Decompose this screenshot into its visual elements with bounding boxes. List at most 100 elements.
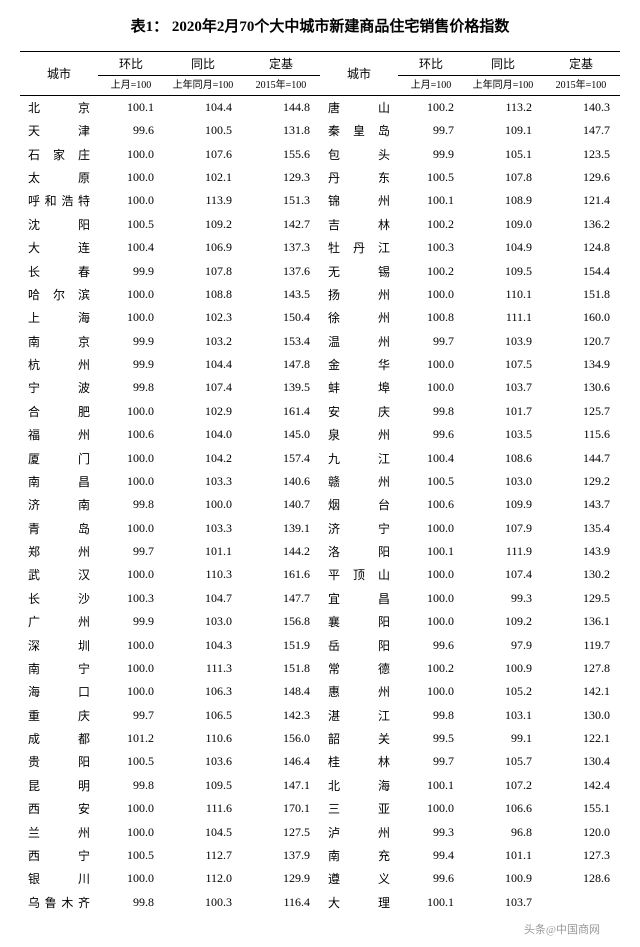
city-right: 北海	[320, 774, 398, 797]
city-right: 唐山	[320, 95, 398, 119]
dj-left: 170.1	[242, 797, 320, 820]
tb-left: 103.3	[164, 517, 242, 540]
city-left: 银川	[20, 867, 98, 890]
tb-right: 107.5	[464, 353, 542, 376]
hb-right: 99.9	[398, 143, 464, 166]
hb-right: 100.0	[398, 587, 464, 610]
dj-right: 142.1	[542, 680, 620, 703]
tb-right: 101.7	[464, 400, 542, 423]
tb-left: 106.5	[164, 704, 242, 727]
tb-right: 107.2	[464, 774, 542, 797]
city-right: 牡丹江	[320, 236, 398, 259]
city-left: 北京	[20, 95, 98, 119]
dj-left: 139.5	[242, 376, 320, 399]
dj-left: 142.3	[242, 704, 320, 727]
city-right: 常德	[320, 657, 398, 680]
city-right: 韶关	[320, 727, 398, 750]
header-hb-1: 环比	[98, 52, 164, 76]
hb-right: 100.0	[398, 610, 464, 633]
dj-left: 151.8	[242, 657, 320, 680]
tb-left: 104.5	[164, 820, 242, 843]
city-left: 成都	[20, 727, 98, 750]
tb-left: 110.6	[164, 727, 242, 750]
city-left: 兰州	[20, 820, 98, 843]
tb-left: 112.7	[164, 844, 242, 867]
table-row: 南宁100.0111.3151.8常德100.2100.9127.8	[20, 657, 620, 680]
tb-right: 107.9	[464, 517, 542, 540]
tb-left: 107.4	[164, 376, 242, 399]
city-left: 长沙	[20, 587, 98, 610]
city-right: 洛阳	[320, 540, 398, 563]
hb-left: 99.8	[98, 376, 164, 399]
dj-left: 146.4	[242, 750, 320, 773]
hb-right: 100.0	[398, 283, 464, 306]
city-left: 厦门	[20, 446, 98, 469]
hb-right: 100.4	[398, 446, 464, 469]
dj-left: 151.9	[242, 633, 320, 656]
dj-right: 124.8	[542, 236, 620, 259]
dj-left: 137.9	[242, 844, 320, 867]
tb-left: 100.5	[164, 119, 242, 142]
dj-right: 140.3	[542, 95, 620, 119]
tb-left: 111.3	[164, 657, 242, 680]
tb-right: 105.2	[464, 680, 542, 703]
hb-right: 99.7	[398, 750, 464, 773]
tb-left: 104.3	[164, 633, 242, 656]
tb-right: 109.5	[464, 259, 542, 282]
tb-right: 113.2	[464, 95, 542, 119]
dj-right: 147.7	[542, 119, 620, 142]
tb-right: 107.4	[464, 563, 542, 586]
hb-left: 99.8	[98, 891, 164, 917]
table-row: 乌鲁木齐99.8100.3116.4大理100.1103.7	[20, 891, 620, 917]
table-row: 杭州99.9104.4147.8金华100.0107.5134.9	[20, 353, 620, 376]
tb-right: 103.7	[464, 376, 542, 399]
tb-right: 107.8	[464, 166, 542, 189]
hb-right: 100.2	[398, 213, 464, 236]
city-left: 青岛	[20, 517, 98, 540]
dj-left: 144.8	[242, 95, 320, 119]
dj-right: 121.4	[542, 189, 620, 212]
hb-right: 99.5	[398, 727, 464, 750]
header-dj-sub-1: 2015年=100	[242, 76, 320, 95]
table-body: 北京100.1104.4144.8唐山100.2113.2140.3天津99.6…	[20, 95, 620, 916]
tb-left: 102.3	[164, 306, 242, 329]
table-row: 郑州99.7101.1144.2洛阳100.1111.9143.9	[20, 540, 620, 563]
tb-left: 104.7	[164, 587, 242, 610]
table-row: 南京99.9103.2153.4温州99.7103.9120.7	[20, 330, 620, 353]
dj-left: 140.7	[242, 493, 320, 516]
dj-left: 161.4	[242, 400, 320, 423]
city-right: 泉州	[320, 423, 398, 446]
dj-left: 147.8	[242, 353, 320, 376]
city-right: 三亚	[320, 797, 398, 820]
tb-left: 109.2	[164, 213, 242, 236]
city-right: 安庆	[320, 400, 398, 423]
table-row: 上海100.0102.3150.4徐州100.8111.1160.0	[20, 306, 620, 329]
dj-left: 156.8	[242, 610, 320, 633]
city-right: 温州	[320, 330, 398, 353]
hb-right: 100.2	[398, 657, 464, 680]
dj-right: 128.6	[542, 867, 620, 890]
tb-left: 103.3	[164, 470, 242, 493]
dj-right: 151.8	[542, 283, 620, 306]
dj-right: 120.0	[542, 820, 620, 843]
tb-left: 106.3	[164, 680, 242, 703]
city-left: 长春	[20, 259, 98, 282]
table-row: 太原100.0102.1129.3丹东100.5107.8129.6	[20, 166, 620, 189]
hb-left: 100.0	[98, 400, 164, 423]
city-right: 蚌埠	[320, 376, 398, 399]
hb-right: 100.5	[398, 166, 464, 189]
hb-right: 100.1	[398, 540, 464, 563]
tb-right: 96.8	[464, 820, 542, 843]
dj-right: 123.5	[542, 143, 620, 166]
watermark: 头条@中国商网	[20, 921, 620, 937]
header-hb-sub-2: 上月=100	[398, 76, 464, 95]
dj-right: 129.5	[542, 587, 620, 610]
tb-right: 99.1	[464, 727, 542, 750]
table-row: 银川100.0112.0129.9遵义99.6100.9128.6	[20, 867, 620, 890]
tb-left: 102.1	[164, 166, 242, 189]
tb-left: 112.0	[164, 867, 242, 890]
table-row: 兰州100.0104.5127.5泸州99.396.8120.0	[20, 820, 620, 843]
city-right: 烟台	[320, 493, 398, 516]
table-row: 西宁100.5112.7137.9南充99.4101.1127.3	[20, 844, 620, 867]
hb-left: 99.9	[98, 610, 164, 633]
